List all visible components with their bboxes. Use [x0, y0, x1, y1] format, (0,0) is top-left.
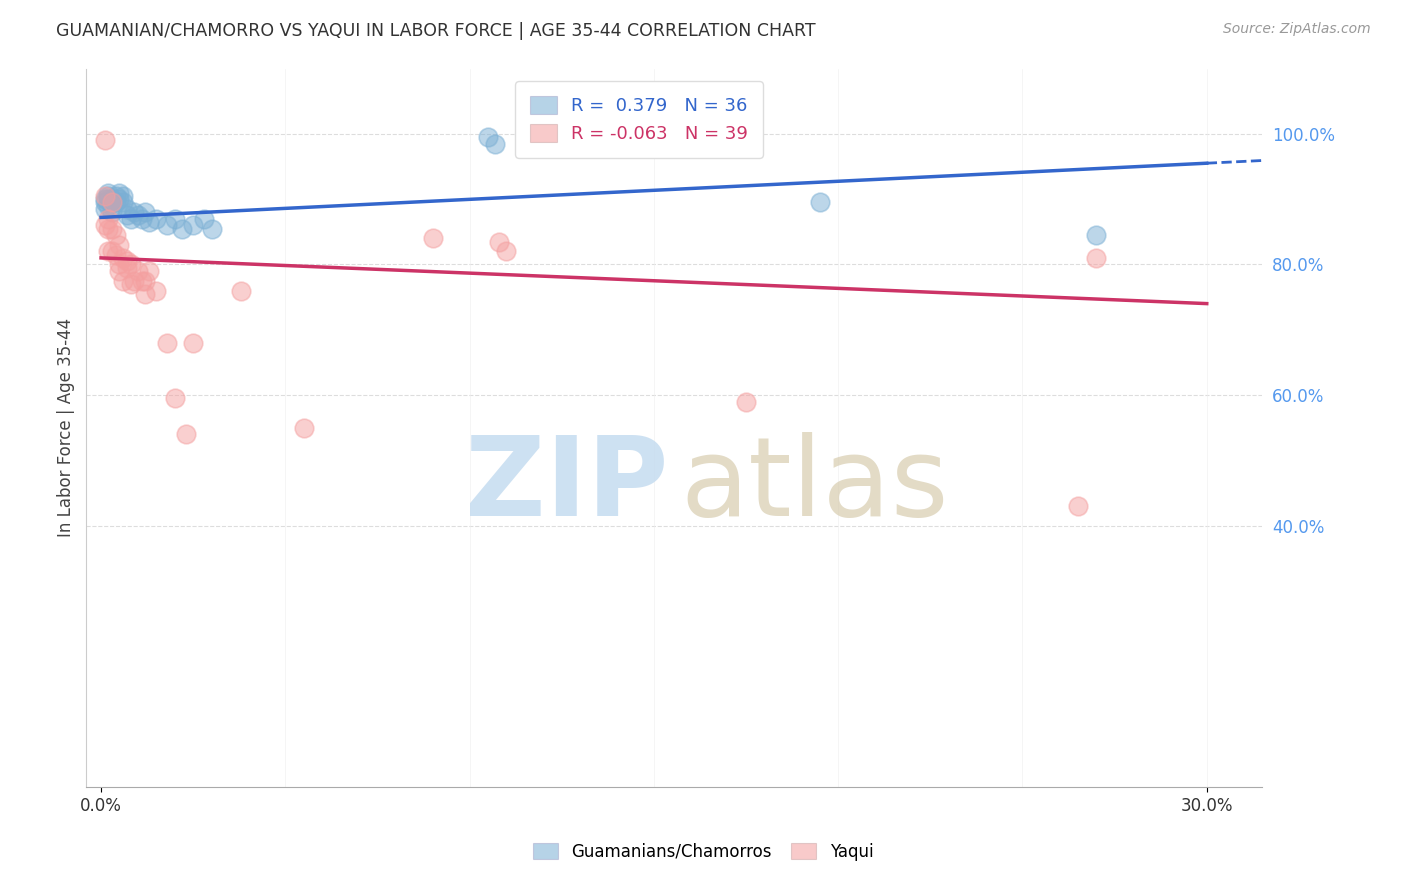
Point: [115, 209, 138, 223]
Point: [138, 264, 160, 278]
Point: [131, 211, 153, 226]
Point: [104, 189, 127, 203]
Point: [145, 284, 167, 298]
Point: [122, 205, 145, 219]
Point: [93, 219, 115, 233]
Point: [484, 136, 506, 151]
Point: [97, 186, 120, 200]
Point: [229, 284, 252, 298]
Point: [181, 335, 204, 350]
Point: [101, 192, 124, 206]
Point: [115, 260, 138, 275]
Point: [115, 254, 138, 268]
Point: [101, 205, 124, 219]
Point: [1085, 251, 1108, 265]
Point: [108, 264, 131, 278]
Point: [104, 247, 127, 261]
Point: [93, 189, 115, 203]
Point: [112, 274, 135, 288]
Point: [477, 130, 499, 145]
Point: [97, 221, 120, 235]
Point: [735, 394, 758, 409]
Point: [122, 274, 145, 288]
Point: [488, 235, 510, 249]
Point: [97, 244, 120, 259]
Point: [112, 195, 135, 210]
Point: [138, 215, 160, 229]
Point: [101, 195, 124, 210]
Point: [127, 209, 149, 223]
Point: [495, 244, 517, 259]
Point: [97, 211, 120, 226]
Point: [163, 392, 186, 406]
Legend: Guamanians/Chamorros, Yaqui: Guamanians/Chamorros, Yaqui: [526, 837, 880, 868]
Point: [112, 189, 135, 203]
Point: [97, 192, 120, 206]
Point: [163, 211, 186, 226]
Point: [181, 219, 204, 233]
Text: atlas: atlas: [681, 432, 949, 539]
Point: [112, 251, 135, 265]
Legend: R =  0.379   N = 36, R = -0.063   N = 39: R = 0.379 N = 36, R = -0.063 N = 39: [515, 81, 762, 158]
Point: [156, 335, 179, 350]
Text: GUAMANIAN/CHAMORRO VS YAQUI IN LABOR FORCE | AGE 35-44 CORRELATION CHART: GUAMANIAN/CHAMORRO VS YAQUI IN LABOR FOR…: [56, 22, 815, 40]
Point: [134, 205, 156, 219]
Point: [108, 257, 131, 271]
Point: [101, 244, 124, 259]
Point: [172, 221, 194, 235]
Point: [156, 219, 179, 233]
Point: [101, 221, 124, 235]
Point: [131, 274, 153, 288]
Point: [201, 221, 224, 235]
Point: [808, 195, 831, 210]
Point: [93, 202, 115, 216]
Point: [104, 195, 127, 210]
Point: [108, 237, 131, 252]
Point: [134, 274, 156, 288]
Point: [108, 192, 131, 206]
Point: [97, 189, 120, 203]
Point: [422, 231, 444, 245]
Point: [134, 286, 156, 301]
Point: [120, 211, 142, 226]
Point: [193, 211, 215, 226]
Point: [120, 277, 142, 291]
Point: [93, 195, 115, 210]
Point: [104, 227, 127, 242]
Y-axis label: In Labor Force | Age 35-44: In Labor Force | Age 35-44: [58, 318, 75, 537]
Point: [174, 427, 197, 442]
Point: [115, 202, 138, 216]
Point: [145, 211, 167, 226]
Point: [101, 195, 124, 210]
Point: [292, 420, 315, 434]
Point: [1067, 499, 1090, 513]
Text: Source: ZipAtlas.com: Source: ZipAtlas.com: [1223, 22, 1371, 37]
Point: [1085, 227, 1108, 242]
Point: [120, 257, 142, 271]
Point: [97, 199, 120, 213]
Text: ZIP: ZIP: [465, 432, 668, 539]
Point: [101, 199, 124, 213]
Point: [93, 192, 115, 206]
Point: [127, 264, 149, 278]
Point: [93, 133, 115, 147]
Point: [108, 186, 131, 200]
